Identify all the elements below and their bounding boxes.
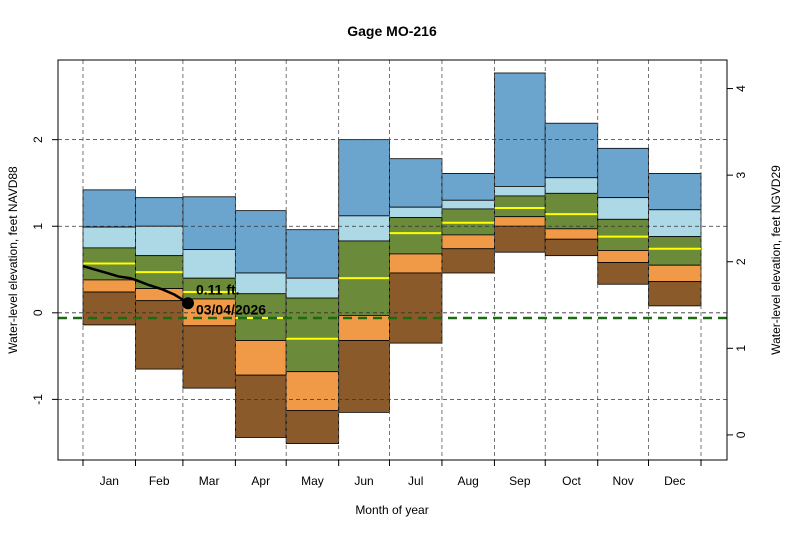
y-tick-label-left: 1 bbox=[31, 223, 45, 230]
x-tick-label-aug: Aug bbox=[458, 474, 479, 488]
x-tick-label-dec: Dec bbox=[664, 474, 685, 488]
band-p90-p75-mar bbox=[182, 249, 236, 279]
current-point bbox=[181, 297, 194, 310]
x-tick-label-nov: Nov bbox=[612, 474, 633, 488]
band-max-p90-jun bbox=[338, 139, 390, 217]
x-tick-label-jan: Jan bbox=[100, 474, 119, 488]
band-p10-min-jan bbox=[82, 291, 136, 326]
band-max-p90-aug bbox=[441, 173, 495, 201]
band-max-p90-nov bbox=[597, 147, 649, 199]
x-tick-label-oct: Oct bbox=[562, 474, 581, 488]
x-axis-label: Month of year bbox=[355, 503, 428, 517]
band-max-p90-jul bbox=[389, 158, 443, 208]
band-p10-min-sep bbox=[494, 225, 546, 253]
band-p90-p75-apr bbox=[234, 272, 287, 295]
band-max-p90-jan bbox=[82, 189, 136, 228]
band-p25-p10-aug bbox=[441, 234, 495, 250]
band-p10-min-dec bbox=[648, 281, 702, 307]
x-tick-label-jun: Jun bbox=[354, 474, 373, 488]
y-tick-label-left: 2 bbox=[31, 136, 45, 143]
band-p10-min-may bbox=[285, 410, 340, 444]
plot-frame bbox=[57, 59, 728, 461]
band-max-p90-sep bbox=[494, 72, 546, 187]
x-tick-label-jul: Jul bbox=[408, 474, 423, 488]
band-max-p90-may bbox=[285, 229, 340, 279]
band-p75-p25-nov bbox=[597, 218, 649, 251]
band-p90-p75-jan bbox=[82, 226, 136, 249]
x-tick-label-apr: Apr bbox=[251, 474, 270, 488]
y-tick-label-right: 0 bbox=[734, 431, 748, 438]
y-axis-label-right: Water-level elevation, feet NGVD29 bbox=[769, 165, 783, 355]
band-p25-p10-oct bbox=[544, 228, 599, 240]
band-p10-min-oct bbox=[544, 238, 599, 257]
band-p75-p25-sep bbox=[494, 195, 546, 218]
band-p75-p25-jul bbox=[389, 217, 443, 255]
band-p90-p75-nov bbox=[597, 197, 649, 220]
band-p25-p10-nov bbox=[597, 250, 649, 263]
x-tick-label-feb: Feb bbox=[149, 474, 170, 488]
y-tick-label-left: -1 bbox=[31, 394, 45, 405]
band-p90-p75-feb bbox=[135, 225, 184, 257]
band-max-p90-mar bbox=[182, 196, 236, 251]
band-p90-p75-dec bbox=[648, 209, 702, 238]
y-tick-label-right: 1 bbox=[734, 345, 748, 352]
band-p90-p75-sep bbox=[494, 186, 546, 197]
band-p25-p10-sep bbox=[494, 216, 546, 227]
band-p75-p25-may bbox=[285, 297, 340, 373]
band-p10-min-aug bbox=[441, 248, 495, 274]
x-tick-label-sep: Sep bbox=[509, 474, 531, 488]
band-p25-p10-jun bbox=[338, 315, 390, 341]
band-p25-p10-jul bbox=[389, 253, 443, 274]
band-p75-p25-dec bbox=[648, 236, 702, 266]
band-p90-p75-jun bbox=[338, 215, 390, 242]
band-max-p90-dec bbox=[648, 173, 702, 211]
band-p25-p10-apr bbox=[234, 340, 287, 376]
chart-title: Gage MO-216 bbox=[347, 23, 437, 39]
current-series-line bbox=[82, 264, 189, 305]
plot-area: 0.11 ft. 03/04/2026 -1 0 1 2 0 1 2 3 4 Jan Feb Mar Apr… bbox=[31, 59, 748, 488]
band-p25-p10-may bbox=[285, 371, 340, 412]
current-date-label: 03/04/2026 bbox=[196, 301, 266, 317]
band-p25-p10-dec bbox=[648, 264, 702, 283]
y-tick-label-left: 0 bbox=[31, 309, 45, 316]
band-max-p90-oct bbox=[544, 122, 599, 179]
current-value-label: 0.11 ft. bbox=[196, 281, 240, 297]
band-p10-min-apr bbox=[234, 374, 287, 438]
x-tick-label-mar: Mar bbox=[199, 474, 220, 488]
y-tick-label-right: 4 bbox=[734, 85, 748, 92]
y-tick-label-right: 3 bbox=[734, 171, 748, 178]
band-p90-p75-oct bbox=[544, 177, 599, 194]
band-p90-p75-may bbox=[285, 277, 340, 299]
band-p25-p10-jan bbox=[82, 279, 136, 293]
band-p10-min-nov bbox=[597, 262, 649, 285]
band-max-p90-feb bbox=[135, 197, 184, 227]
band-p10-min-mar bbox=[182, 325, 236, 389]
band-max-p90-apr bbox=[234, 210, 287, 274]
band-p90-p75-jul bbox=[389, 206, 443, 218]
band-p10-min-jul bbox=[389, 272, 443, 344]
band-p75-p25-oct bbox=[544, 192, 599, 230]
y-axis-label-left: Water-level elevation, feet NAVD88 bbox=[6, 166, 20, 354]
y-tick-label-right: 2 bbox=[734, 258, 748, 265]
band-p90-p75-aug bbox=[441, 199, 495, 210]
band-p10-min-feb bbox=[135, 300, 184, 370]
band-p10-min-jun bbox=[338, 340, 390, 413]
x-tick-label-may: May bbox=[301, 474, 324, 488]
